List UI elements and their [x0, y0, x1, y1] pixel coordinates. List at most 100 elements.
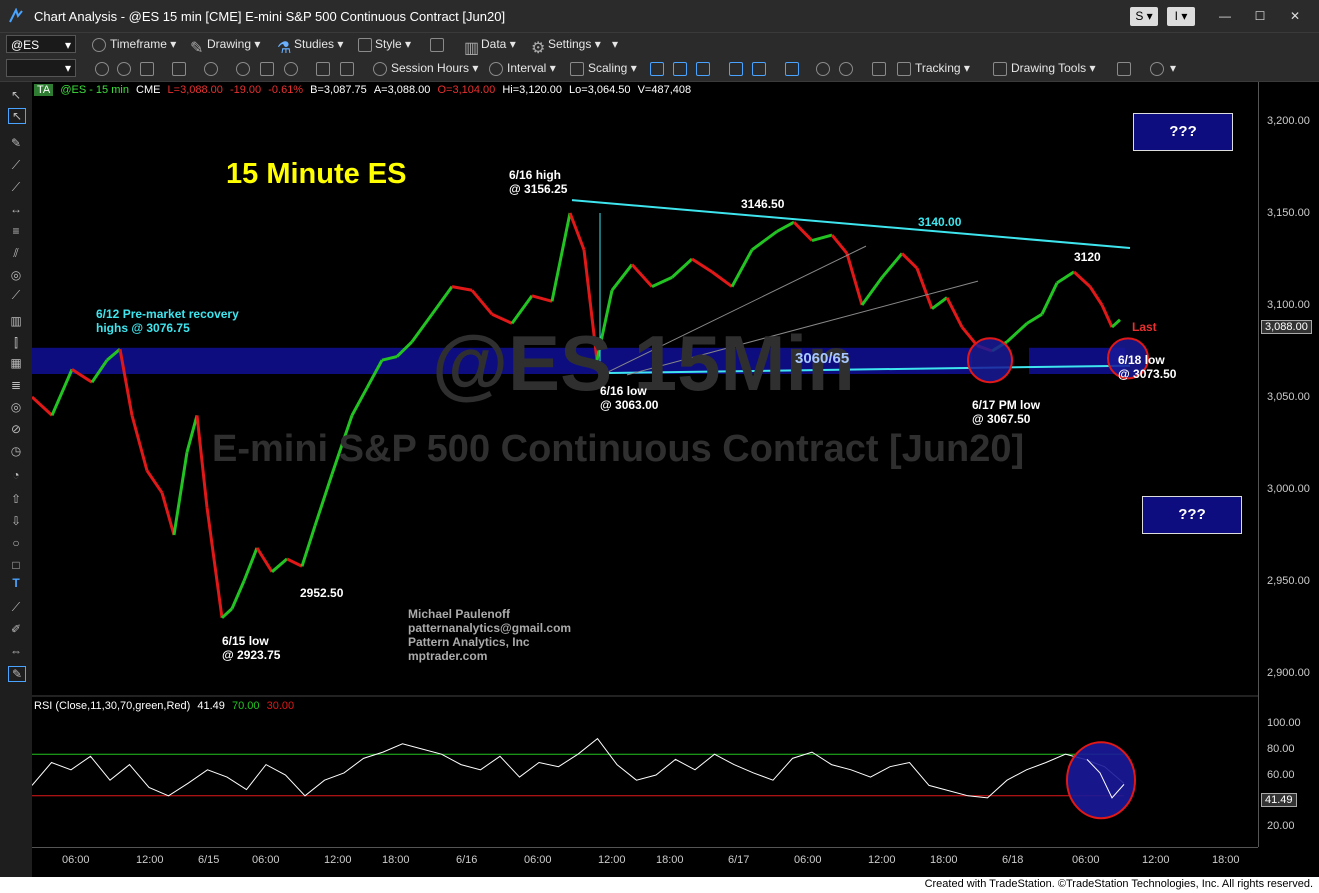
settings-icon[interactable]	[316, 62, 330, 76]
interval-menu[interactable]: Interval ▾	[507, 61, 556, 75]
print-icon[interactable]	[172, 62, 186, 76]
drawing-menu[interactable]: Drawing ▾	[207, 37, 261, 51]
arrow-icon[interactable]: ⇧	[10, 492, 22, 506]
watermark-name: E-mini S&P 500 Continuous Contract [Jun2…	[212, 428, 1025, 470]
chart-canvas[interactable]	[30, 82, 1258, 847]
rectangle-tool-icon[interactable]: □	[12, 558, 20, 572]
zoom-in-bars-icon[interactable]	[729, 62, 743, 76]
alert-icon[interactable]	[236, 62, 250, 76]
settings-menu[interactable]: Settings ▾	[548, 37, 601, 51]
i-button[interactable]: I ▾	[1167, 7, 1195, 26]
horizontal-line-icon[interactable]: ↔	[10, 202, 22, 216]
zoom-out-bars-icon[interactable]	[752, 62, 766, 76]
price-axis[interactable]: 3,200.00 3,150.00 3,100.00 3,050.00 3,00…	[1258, 82, 1319, 847]
symbol-link-dropdown[interactable]: ▾	[6, 59, 76, 77]
export-icon[interactable]	[1117, 62, 1131, 76]
data-menu[interactable]: Data ▾	[481, 37, 516, 51]
info-exchange: CME	[136, 84, 161, 96]
vertical-bars-icon[interactable]: ▥	[10, 314, 22, 328]
annotation-3120: 3120	[1074, 250, 1101, 264]
drawing-tools-icon	[993, 62, 1007, 76]
price-bar	[451, 285, 473, 292]
style-menu[interactable]: Style ▾	[375, 37, 412, 51]
time-axis[interactable]: 06:00 12:00 6/15 06:00 12:00 18:00 6/16 …	[32, 847, 1258, 878]
info-high: Hi=3,120.00	[502, 84, 562, 96]
bar-chart-icon[interactable]	[650, 62, 664, 76]
expand-icon[interactable]	[785, 62, 799, 76]
search-icon[interactable]	[284, 62, 298, 76]
minimize-button[interactable]: —	[1219, 9, 1231, 23]
ray-icon[interactable]: ⟋	[11, 180, 21, 194]
price-bar	[915, 267, 934, 310]
target-icon[interactable]: ◎	[10, 400, 22, 414]
watermark-symbol: @ES 15Min	[432, 319, 855, 407]
info-low: Lo=3,064.50	[569, 84, 631, 96]
price-bar	[410, 313, 434, 343]
tracking-menu[interactable]: Tracking ▾	[915, 61, 970, 75]
arc-icon[interactable]: ◔	[12, 468, 20, 482]
ellipse-tool-icon[interactable]: ◷	[10, 444, 22, 458]
price-bar	[106, 348, 121, 362]
interval-icon	[489, 62, 503, 76]
rsi-os: 30.00	[266, 700, 295, 712]
more-tools-icon[interactable]: ▾	[1170, 61, 1177, 75]
sync-icon[interactable]	[204, 62, 218, 76]
edit-icon[interactable]: ✎	[8, 666, 26, 682]
eraser-icon[interactable]: ✐	[10, 622, 22, 636]
chat-icon[interactable]	[1150, 62, 1164, 76]
arrow-down-icon[interactable]: ⇩	[10, 514, 22, 528]
zoom-out-icon[interactable]	[839, 62, 853, 76]
circle-tool-icon[interactable]: ○	[12, 536, 20, 550]
close-button[interactable]: ✕	[1289, 9, 1301, 23]
channel-icon[interactable]: ≡	[12, 224, 20, 238]
grid-icon[interactable]	[340, 62, 354, 76]
time-axis-label: 18:00	[382, 854, 410, 866]
grid-tool-icon[interactable]: ▦	[10, 356, 22, 370]
maximize-button[interactable]: ☐	[1254, 9, 1266, 23]
fork-icon[interactable]: ⇔	[10, 644, 22, 658]
time-axis-label: 18:00	[656, 854, 684, 866]
time-axis-label: 6/16	[456, 854, 478, 866]
reload-icon[interactable]	[117, 62, 131, 76]
price-bar	[172, 451, 189, 536]
trendline-icon[interactable]: ⟋	[11, 158, 21, 172]
ta-badge[interactable]: TA	[34, 84, 54, 96]
text-tool-icon[interactable]: T	[12, 576, 20, 590]
parallel-lines-icon[interactable]: ⫽	[13, 246, 19, 260]
refresh-icon[interactable]	[95, 62, 109, 76]
time-axis-label: 06:00	[794, 854, 822, 866]
price-axis-label: 2,950.00	[1267, 575, 1310, 587]
timeframe-menu[interactable]: Timeframe ▾	[110, 37, 177, 51]
fib-extension-icon[interactable]: ≣	[10, 378, 22, 392]
price-chart-panel[interactable]	[30, 82, 1258, 847]
pointer-icon[interactable]: ↖	[10, 88, 22, 102]
cycle-icon[interactable]: ⊘	[10, 422, 22, 436]
layout-icon[interactable]	[430, 38, 444, 52]
pencil-icon[interactable]: ✎	[10, 136, 22, 150]
symbol-input[interactable]: @ES ▾	[6, 35, 76, 53]
zone-label: 3060/65	[795, 350, 850, 367]
select-icon[interactable]: ↖	[8, 108, 26, 124]
table-icon[interactable]	[872, 62, 886, 76]
save-icon[interactable]	[260, 62, 274, 76]
drawing-tools-menu[interactable]: Drawing Tools ▾	[1011, 61, 1096, 75]
scaling-icon	[570, 62, 584, 76]
zoom-in-icon[interactable]	[816, 62, 830, 76]
scaling-menu[interactable]: Scaling ▾	[588, 61, 637, 75]
gann-fan-icon[interactable]: ⫿	[14, 336, 18, 350]
session-hours-menu[interactable]: Session Hours ▾	[391, 61, 479, 75]
toolbar-more-icon[interactable]: ▾	[612, 37, 619, 51]
studies-menu[interactable]: Studies ▾	[294, 37, 344, 51]
info-symbol: @ES - 15 min	[60, 84, 129, 96]
candlestick-icon[interactable]	[673, 62, 687, 76]
annotation-3140: 3140.00	[918, 215, 962, 229]
s-button[interactable]: S ▾	[1130, 7, 1158, 26]
fibonacci-icon[interactable]: ⟋	[11, 288, 21, 302]
ruler-icon[interactable]: ⟋	[11, 600, 21, 614]
price-bar	[300, 525, 317, 567]
window-title: Chart Analysis - @ES 15 min [CME] E-mini…	[34, 9, 506, 24]
line-chart-icon[interactable]	[696, 62, 710, 76]
studies-icon: ⚗	[277, 40, 292, 57]
window-icon[interactable]	[140, 62, 154, 76]
speed-lines-icon[interactable]: ◎	[10, 268, 22, 282]
